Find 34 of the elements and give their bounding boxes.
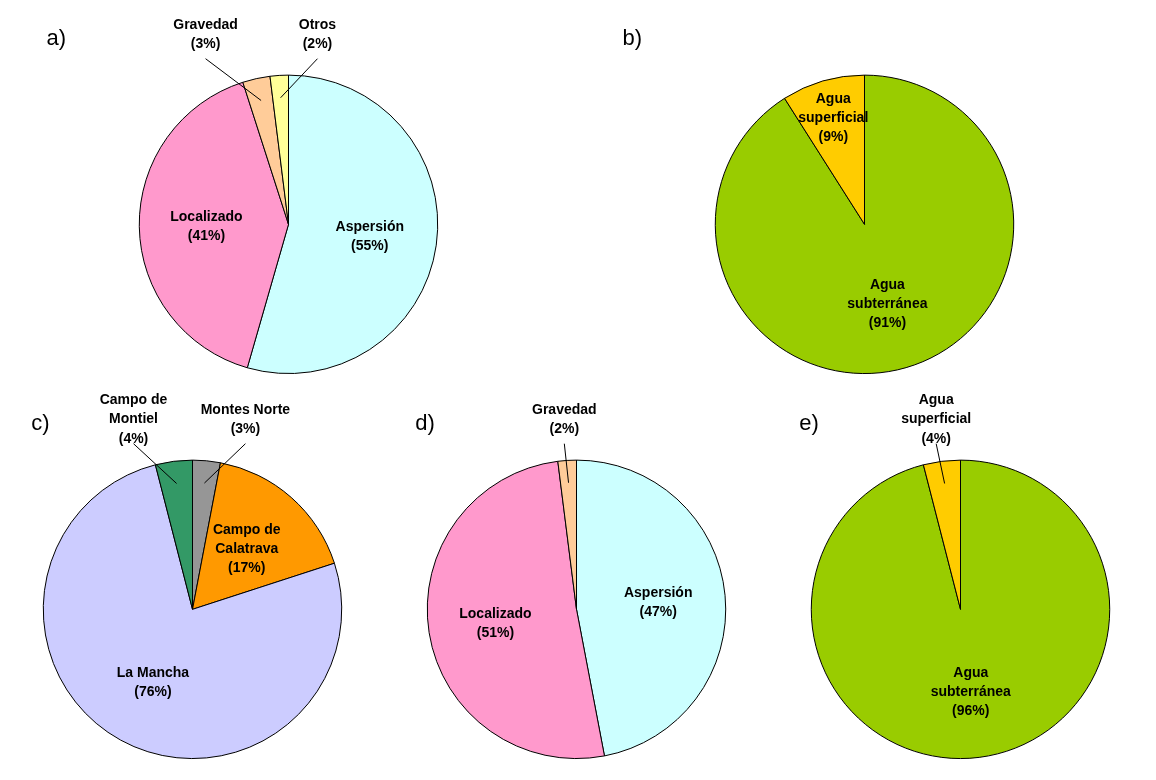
data-label: (47%) — [639, 603, 677, 620]
slice-label: Montes Norte — [200, 400, 291, 417]
data-label: (41%) — [187, 227, 226, 244]
text: c) — [31, 410, 50, 436]
slice-label: Gravedad — [173, 15, 238, 32]
slice-label: Agua superficial — [901, 391, 972, 427]
slice-label: La Mancha — [116, 663, 190, 680]
slice-label: Campo de Calatrava — [212, 520, 281, 556]
slice-label: Gravedad — [532, 400, 597, 417]
slice-label: Otros — [298, 15, 337, 32]
data-label: (4%) — [921, 429, 951, 446]
data-label: (9%) — [818, 128, 849, 145]
data-label: (3%) — [190, 34, 221, 51]
data-label: (96%) — [952, 701, 990, 718]
data-label: (4%) — [118, 429, 149, 446]
text: e) — [799, 410, 819, 436]
slice-label: Aspersión — [623, 584, 693, 601]
data-label: (91%) — [868, 314, 907, 331]
data-label: (2%) — [549, 419, 580, 436]
data-label: (3%) — [230, 419, 261, 436]
slice-label: Aspersión — [335, 218, 405, 235]
data-label: (51%) — [476, 623, 515, 640]
data-label: (55%) — [351, 237, 389, 254]
data-label: (2%) — [302, 34, 333, 51]
slice-label: Agua subterránea — [847, 275, 928, 312]
chart-title: a) — [46, 25, 67, 51]
data-label: (76%) — [134, 682, 172, 699]
slice-label: Agua subterránea — [930, 663, 1012, 699]
data-label: (17%) — [228, 558, 266, 575]
slice-label: Localizado — [459, 604, 532, 621]
slice-label: Localizado — [170, 208, 243, 225]
chart-title: d) — [415, 410, 435, 436]
chart-title: b) — [622, 25, 643, 51]
slice-label: Campo de Montiel — [99, 391, 168, 427]
